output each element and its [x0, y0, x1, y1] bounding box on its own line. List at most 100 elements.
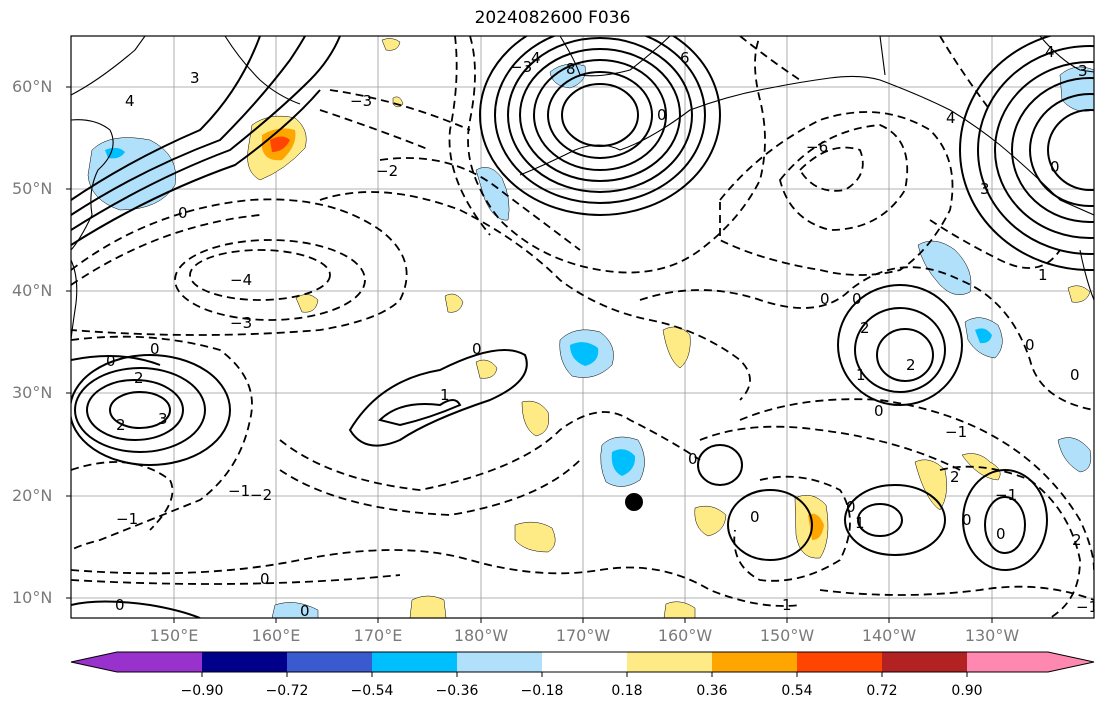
- contour-label: 0: [874, 402, 884, 420]
- lat-label: 30°N: [12, 383, 53, 402]
- plot-area: [71, 36, 1094, 618]
- colorbar-tick-label: −0.90: [180, 683, 224, 699]
- contour-label: 0: [1025, 336, 1035, 354]
- contour-label: 2: [116, 416, 126, 434]
- contour-label: 0: [115, 596, 125, 614]
- colorbar-tick-label: 0.90: [951, 683, 983, 699]
- contour-label: 1: [440, 386, 450, 404]
- colorbar-tick-label: 0.36: [696, 683, 728, 699]
- lat-ticks: [66, 86, 71, 599]
- contour-label: 0: [852, 290, 862, 308]
- colorbar-tick-label: −0.18: [520, 683, 564, 699]
- contour-label: 3: [1078, 62, 1088, 80]
- contour-label: 6: [680, 49, 690, 67]
- colorbar-segment: [71, 652, 202, 672]
- map-title: 2024082600 F036: [474, 8, 631, 28]
- contour-label: 4: [125, 92, 135, 110]
- lon-label: 170°W: [555, 626, 611, 645]
- contour-label: 0: [657, 106, 667, 124]
- contour-label: 8: [566, 60, 576, 78]
- colorbar-segment: [882, 652, 967, 672]
- contour-label: 4: [1045, 43, 1055, 61]
- contour-label: −1: [228, 482, 250, 500]
- contour-label: 2: [1072, 531, 1082, 549]
- lon-label: 150°E: [149, 626, 199, 645]
- lon-label: 180°W: [453, 626, 509, 645]
- colorbar-tick-label: 0.54: [781, 683, 813, 699]
- dashed-contours: [71, 36, 1094, 618]
- contour-label: 0: [300, 602, 310, 620]
- lat-label: 40°N: [12, 281, 53, 300]
- colorbar-tick-label: 0.72: [866, 683, 898, 699]
- colorbar-segment: [712, 652, 797, 672]
- lon-label: 160°E: [251, 626, 301, 645]
- contour-label: 0: [1070, 366, 1080, 384]
- contour-label: 0: [260, 570, 270, 588]
- colorbar-segment: [457, 652, 542, 672]
- colorbar-tick-label: 0.18: [611, 683, 643, 699]
- colorbar-tick-label: −0.36: [435, 683, 479, 699]
- lon-label: 140°W: [861, 626, 917, 645]
- colorbar-segment: [627, 652, 712, 672]
- contour-label: 4: [531, 49, 541, 67]
- contour-label: 0: [820, 290, 830, 308]
- lon-ticks: [173, 618, 993, 623]
- contour-label: −3: [350, 92, 372, 110]
- contour-label: 1: [855, 514, 865, 532]
- colorbar: [70, 651, 1095, 677]
- colorbar-tick-label: −0.54: [350, 683, 394, 699]
- contour-label: 2: [906, 356, 916, 374]
- colorbar-segment: [797, 652, 882, 672]
- contour-label: 2: [134, 369, 144, 387]
- contour-label: 1: [1038, 266, 1048, 284]
- contour-label: 3: [190, 69, 200, 87]
- contour-label: −1: [945, 423, 967, 441]
- colorbar-segment: [202, 652, 287, 672]
- lon-label: 130°W: [964, 626, 1020, 645]
- colorbar-segment: [967, 652, 1094, 672]
- lon-label: 160°W: [657, 626, 713, 645]
- contour-label: −2: [250, 486, 272, 504]
- contour-label: 1: [856, 366, 866, 384]
- contour-label: 0: [996, 525, 1006, 543]
- lat-label: 60°N: [12, 77, 53, 96]
- colorbar-segment: [287, 652, 372, 672]
- gridlines: [71, 36, 1094, 618]
- contour-label: 2: [860, 319, 870, 337]
- contour-label: −3: [510, 58, 532, 76]
- contour-label: −2: [376, 162, 398, 180]
- contour-label: −6: [806, 138, 828, 156]
- contour-label: 0: [150, 340, 160, 358]
- solid-contours: [71, 36, 1094, 618]
- contour-label: 4: [946, 109, 956, 127]
- contour-label: 0: [846, 498, 856, 516]
- lat-label: 20°N: [12, 486, 53, 505]
- colorbar-segment: [372, 652, 457, 672]
- contour-label: −1: [1076, 598, 1098, 616]
- contour-label: −4: [230, 271, 252, 289]
- colorbar-outline: [70, 651, 1095, 673]
- contour-label: 2: [950, 468, 960, 486]
- contour-label: 0: [688, 450, 698, 468]
- contour-label: 3: [980, 180, 990, 198]
- contour-label: 1: [782, 596, 792, 614]
- colorbar-tick-label: −0.72: [265, 683, 309, 699]
- contour-labels: 4 3 −3 −2 −4 −3 0 0 0 2 3 2 −2 −1 −1 0 0…: [106, 43, 1098, 620]
- contour-label: 0: [962, 511, 972, 529]
- contour-label: 0: [472, 340, 482, 358]
- contour-label: −1: [995, 486, 1017, 504]
- contour-label: 0: [106, 352, 116, 370]
- contour-label: 0: [178, 204, 188, 222]
- contour-label: −1: [116, 510, 138, 528]
- contour-label: −3: [230, 314, 252, 332]
- contour-label: 3: [158, 410, 168, 428]
- lat-label: 10°N: [12, 588, 53, 607]
- lon-label: 150°W: [759, 626, 815, 645]
- contour-label: 0: [750, 508, 760, 526]
- colorbar-segment: [542, 652, 627, 672]
- storm-center-dot: [625, 493, 643, 511]
- contour-label: 0: [1050, 158, 1060, 176]
- shaded-negative-patches: [87, 63, 1094, 618]
- lon-label: 170°E: [353, 626, 403, 645]
